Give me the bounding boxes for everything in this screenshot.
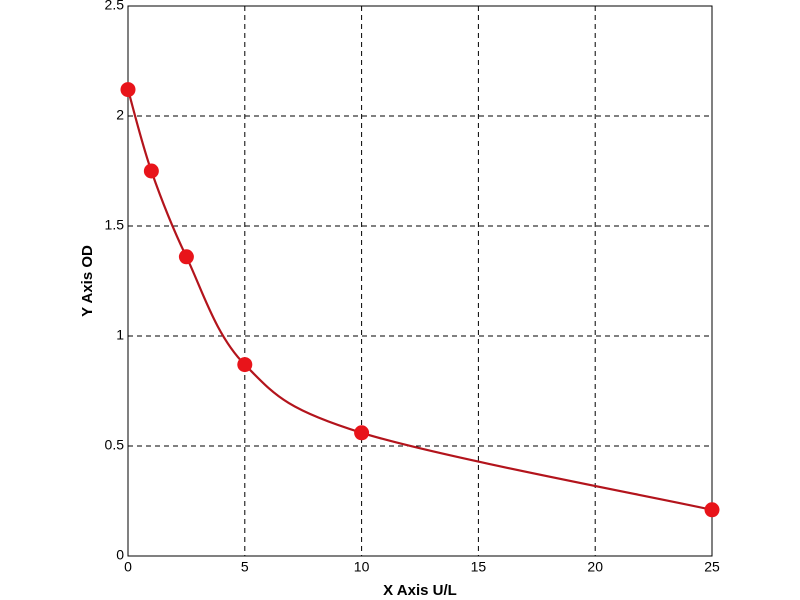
- data-point: [178, 249, 194, 265]
- plot-frame: [127, 5, 713, 557]
- y-axis-title: Y Axis OD: [79, 245, 96, 317]
- x-tick-label: 20: [587, 559, 603, 575]
- fit-curve: [126, 89, 713, 511]
- x-tick-label: 5: [241, 559, 249, 575]
- y-tick-label: 2: [116, 107, 124, 123]
- data-point: [354, 425, 370, 441]
- y-tick-label: 0.5: [105, 437, 125, 453]
- x-axis-title: X Axis U/L: [383, 582, 457, 599]
- y-tick-label: 0: [116, 547, 124, 563]
- y-tick-label: 1.5: [105, 217, 125, 233]
- x-tick-label: 10: [354, 559, 370, 575]
- x-tick-label: 0: [124, 559, 132, 575]
- data-point: [120, 82, 136, 98]
- y-tick-label: 2.5: [105, 0, 125, 13]
- y-tick-label: 1: [116, 327, 124, 343]
- x-tick-label: 25: [704, 559, 720, 575]
- data-point: [143, 163, 159, 179]
- data-point: [704, 502, 720, 518]
- x-tick-label: 15: [471, 559, 487, 575]
- data-point: [237, 357, 253, 373]
